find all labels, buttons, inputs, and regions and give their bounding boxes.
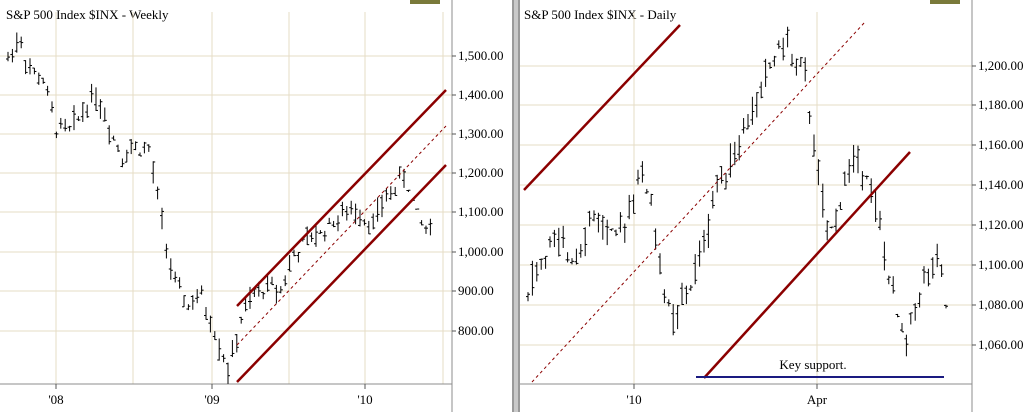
weekly-chart-svg: 1,500.00 1,400.00 1,300.00 1,200.00 1,100.00… — [0, 0, 504, 412]
lower-channel-line — [703, 151, 911, 379]
y-tick-label: 1,500.00 — [458, 48, 504, 63]
weekly-chart-title: S&P 500 Index $INX - Weekly — [6, 7, 169, 22]
x-tick-label: '10 — [357, 392, 372, 407]
y-tick-label: 1,060.00 — [978, 337, 1024, 352]
panel-tab — [930, 0, 960, 4]
y-tick-label: 1,000.00 — [458, 244, 504, 259]
mid-channel-line — [531, 21, 866, 383]
y-tick-label: 1,300.00 — [458, 126, 504, 141]
y-tick-label: 1,160.00 — [978, 137, 1024, 152]
y-tick-label: 1,100.00 — [458, 204, 504, 219]
y-tick-label: 1,140.00 — [978, 177, 1024, 192]
y-tick-label: 800.00 — [458, 323, 494, 338]
x-tick-label: Apr — [807, 392, 828, 407]
mid-channel-line — [236, 125, 447, 346]
key-support-label: Key support. — [779, 357, 846, 372]
x-tick-label: '10 — [626, 392, 641, 407]
upper-channel-line — [523, 24, 681, 191]
daily-chart-title: S&P 500 Index $INX - Daily — [524, 7, 677, 22]
upper-channel-line — [236, 89, 447, 307]
daily-chart-svg: 1,200.00 1,180.00 1,160.00 1,140.00 1,120.00… — [520, 0, 1024, 412]
y-tick-label: 1,120.00 — [978, 217, 1024, 232]
y-tick-label: 1,200.00 — [458, 165, 504, 180]
y-tick-label: 1,400.00 — [458, 87, 504, 102]
weekly-chart-panel: S&P 500 Index $INX - Weekly 1,500.00 1,40… — [0, 0, 514, 412]
y-tick-label: 1,080.00 — [978, 297, 1024, 312]
lower-channel-line — [236, 164, 447, 383]
x-tick-label: '08 — [48, 392, 63, 407]
x-tick-label: '09 — [204, 392, 219, 407]
y-tick-label: 1,200.00 — [978, 58, 1024, 73]
y-tick-label: 1,100.00 — [978, 257, 1024, 272]
y-tick-label: 1,180.00 — [978, 97, 1024, 112]
y-tick-label: 900.00 — [458, 283, 494, 298]
panel-tab — [410, 0, 440, 4]
daily-chart-panel: S&P 500 Index $INX - Daily 1,200.00 1,180… — [518, 0, 1036, 412]
